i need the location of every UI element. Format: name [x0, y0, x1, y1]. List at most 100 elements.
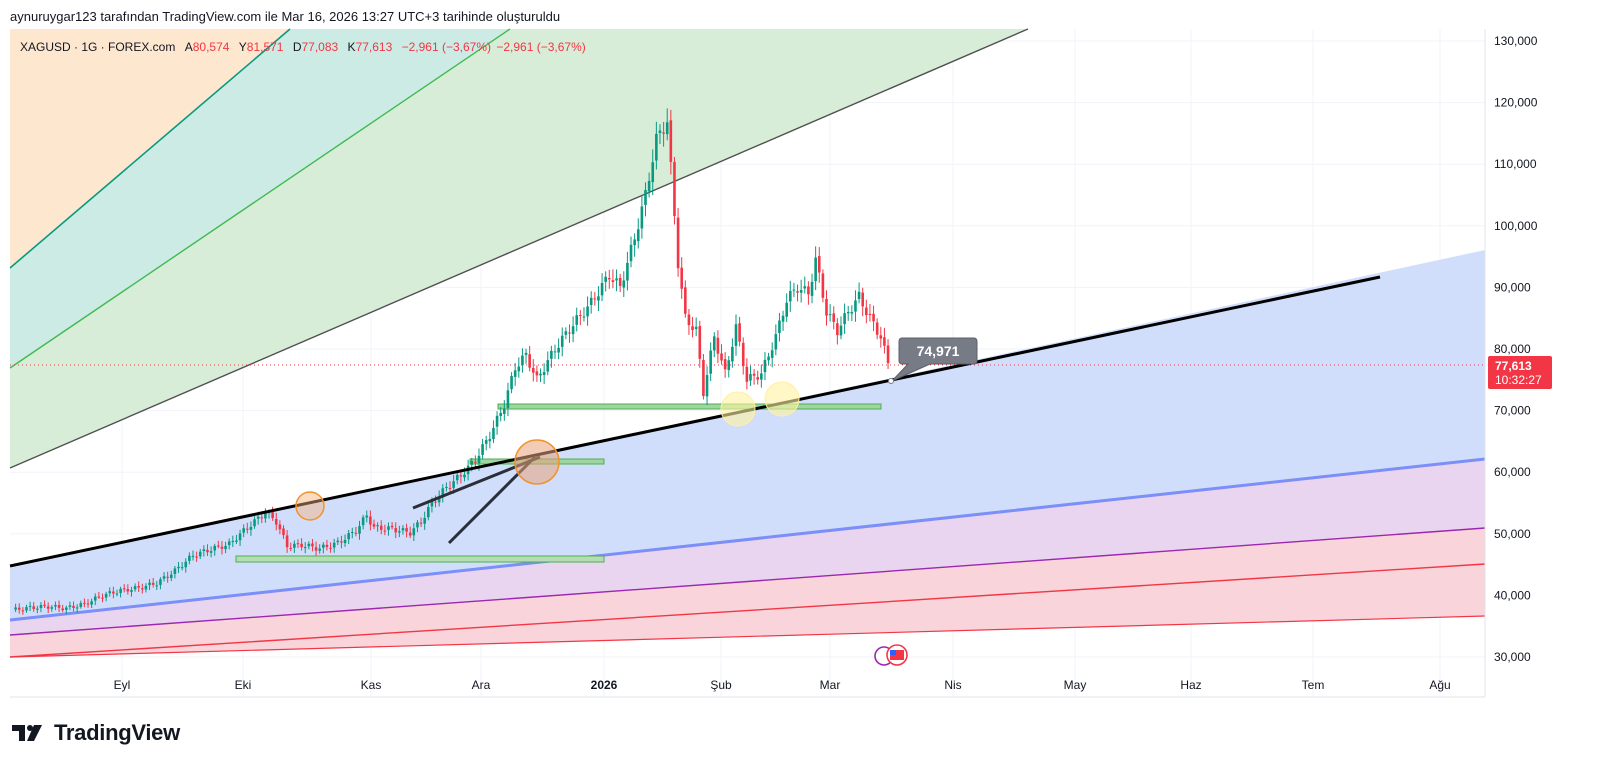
candle-body	[224, 545, 227, 550]
price-callout[interactable]: 74,971	[888, 337, 978, 384]
candle-body	[50, 607, 54, 609]
candle-body	[137, 586, 140, 588]
candle-body	[242, 528, 245, 533]
candle-body	[868, 314, 872, 316]
candle-body	[238, 533, 242, 541]
candle-body	[36, 608, 39, 610]
candle-body	[112, 591, 115, 594]
candle-body	[416, 522, 419, 528]
price-axis[interactable]: 130,000 120,000 110,000 100,000 90,000 80,000…	[1494, 34, 1538, 664]
candle-body	[760, 373, 763, 380]
low-label: D	[292, 40, 302, 54]
candle-body	[481, 444, 484, 455]
candle-body	[665, 122, 669, 135]
candle-body	[770, 350, 774, 358]
candle-body	[285, 535, 289, 548]
candle-body	[398, 531, 401, 533]
price-tick-label: 100,000	[1494, 219, 1538, 233]
candle-body	[611, 280, 615, 282]
candle-body	[376, 525, 379, 527]
candle-body	[579, 315, 582, 317]
candle-body	[658, 130, 662, 134]
price-tick-label: 130,000	[1494, 34, 1538, 48]
candle-body	[119, 588, 122, 593]
price-tick-label: 50,000	[1494, 527, 1531, 541]
candle-body	[517, 366, 521, 372]
candle-body	[434, 501, 437, 503]
candle-body	[390, 525, 394, 528]
channel-line-green	[9, 28, 511, 369]
candle-body	[159, 579, 162, 585]
candle-body	[738, 323, 741, 342]
fib-band-pink	[10, 528, 1485, 657]
time-tick-label: Ara	[472, 678, 491, 692]
candle-body	[546, 360, 550, 372]
candle-body	[369, 516, 372, 525]
economic-events-icon[interactable]	[874, 644, 908, 666]
candle-body	[256, 516, 260, 519]
candle-body	[647, 180, 651, 192]
support-zone-70k[interactable]	[497, 403, 882, 410]
candle-body	[495, 415, 499, 427]
candle-body	[582, 316, 586, 318]
candle-body	[430, 500, 434, 507]
low-value: 77,083	[301, 40, 339, 54]
candle-body	[379, 525, 383, 530]
candle-body	[810, 281, 814, 296]
candle-body	[597, 296, 600, 301]
candle-body	[354, 532, 358, 534]
candle-body	[318, 548, 321, 551]
candle-body	[644, 189, 647, 205]
candle-body	[821, 273, 825, 298]
close-value: 77,613	[355, 40, 393, 54]
candle-body	[781, 315, 785, 322]
close-label: K	[347, 40, 356, 54]
candle-body	[789, 291, 792, 302]
time-axis[interactable]: Eyl Eki Kas Ara 2026 Şub Mar Nis May Haz Tem Ağu	[114, 678, 1451, 692]
candle-body	[97, 596, 101, 598]
candle-body	[626, 262, 629, 281]
candle-body	[836, 323, 839, 336]
candle-body	[684, 287, 687, 314]
candle-body	[474, 461, 477, 463]
candle-body	[347, 533, 350, 540]
candle-body	[528, 354, 531, 368]
candle-body	[521, 355, 524, 366]
main-trendline[interactable]	[9, 275, 1381, 568]
last-price-value: 77,613	[1495, 359, 1532, 373]
candle-body	[712, 336, 716, 351]
candle-body	[43, 604, 46, 606]
candle-body	[198, 551, 202, 557]
candle-body	[513, 370, 517, 377]
candle-body	[673, 161, 676, 217]
support-zone-46k[interactable]	[235, 555, 605, 563]
price-tick-label: 80,000	[1494, 342, 1531, 356]
price-tick-label: 40,000	[1494, 588, 1531, 602]
candle-body	[792, 289, 796, 291]
candle-body	[499, 412, 502, 416]
candle-body	[734, 324, 738, 346]
candle-body	[705, 375, 709, 397]
candle-body	[680, 267, 683, 289]
candle-body	[325, 544, 329, 548]
candle-body	[839, 325, 843, 336]
change-value: −2,961 (−3,67%)	[401, 40, 492, 54]
tradingview-logo[interactable]: TradingView	[12, 720, 180, 746]
fan-line-red-low	[9, 615, 1486, 658]
highlight-circle-feb-b	[764, 381, 800, 417]
candle-body	[817, 256, 821, 273]
symbol-legend[interactable]: XAGUSD · 1G · FOREX.com A80,574 Y81,571 …	[20, 40, 586, 54]
candle-body	[608, 278, 611, 280]
open-value: 80,574	[192, 40, 230, 54]
time-tick-label: Ağu	[1429, 678, 1450, 692]
candle-body	[506, 390, 510, 408]
candle-body	[524, 352, 528, 355]
candle-body	[586, 306, 589, 317]
candle-body	[296, 543, 300, 545]
candle-body	[86, 603, 90, 605]
candle-body	[861, 292, 864, 307]
candle-body	[405, 528, 408, 532]
candle-body	[745, 366, 749, 382]
candle-body	[260, 517, 264, 519]
